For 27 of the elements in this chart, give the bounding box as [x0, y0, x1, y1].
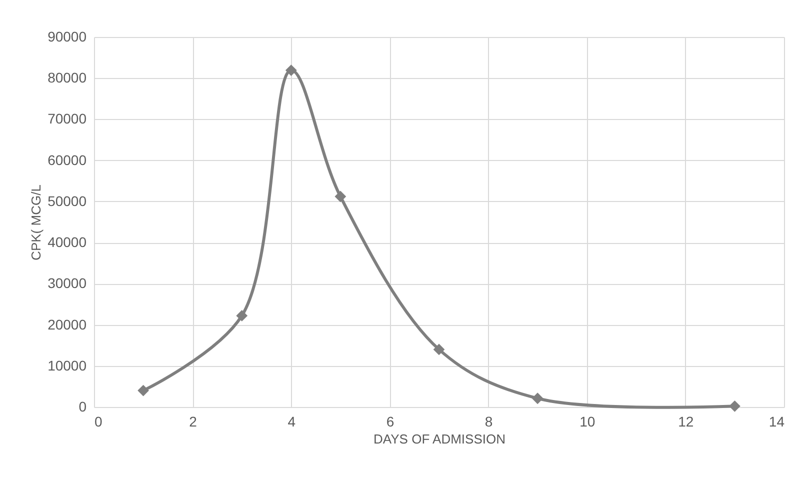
- y-tick-label: 20000: [48, 316, 87, 332]
- x-tick-label: 0: [94, 414, 102, 430]
- point: [236, 310, 248, 322]
- y-tick-label: 40000: [48, 234, 87, 250]
- point: [138, 384, 149, 396]
- point: [729, 400, 740, 412]
- y-tick-label: 30000: [48, 275, 87, 292]
- x-tick-label: 2: [189, 414, 198, 430]
- y-tick-label: 0: [78, 398, 87, 414]
- y-axis-title: CPK( MCG/L: [28, 184, 44, 260]
- point: [334, 190, 346, 202]
- y-tick-label: 80000: [48, 70, 87, 86]
- y-tick-label: 70000: [48, 110, 87, 127]
- y-tick-label: 10000: [48, 357, 87, 374]
- x-axis-title: DAYS OF ADMISSION: [374, 432, 506, 446]
- y-tick-label: 50000: [48, 192, 87, 209]
- x-tick-label: 6: [386, 414, 394, 430]
- point: [532, 392, 544, 404]
- x-tick-label: 10: [580, 414, 596, 430]
- x-tick-label: 8: [484, 414, 493, 430]
- x-tick-label: 14: [768, 414, 785, 430]
- x-tick-label: 12: [678, 414, 694, 430]
- x-tick-label: 4: [288, 414, 296, 430]
- y-tick-label: 60000: [48, 152, 87, 168]
- point: [433, 344, 445, 356]
- point: [285, 64, 297, 76]
- y-tick-label: 90000: [48, 28, 87, 44]
